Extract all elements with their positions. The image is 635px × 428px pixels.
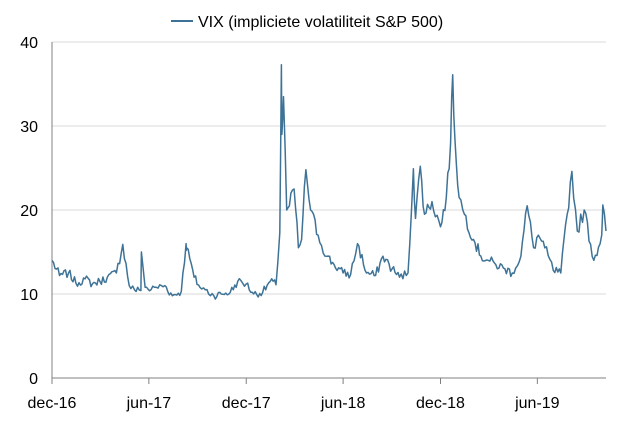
x-tick-label: jun-19 (514, 395, 560, 412)
x-axis: dec-16 jun-17 dec-17 jun-18 dec-18 jun-19 (28, 42, 606, 412)
x-tick-label: jun-18 (320, 395, 366, 412)
legend: VIX (impliciete volatiliteit S&P 500) (171, 14, 443, 31)
x-tick-label: dec-16 (28, 395, 77, 412)
y-axis-ticks: 0 10 20 30 40 (20, 35, 38, 388)
x-tick-label: dec-17 (222, 395, 271, 412)
vix-series-line (51, 63, 607, 300)
legend-label: VIX (impliciete volatiliteit S&P 500) (198, 14, 443, 31)
y-tick-label: 30 (20, 119, 38, 136)
y-tick-label: 20 (20, 203, 38, 220)
y-tick-label: 10 (20, 287, 38, 304)
gridlines (52, 41, 606, 295)
x-tick-label: jun-17 (126, 395, 172, 412)
y-tick-label: 0 (29, 371, 38, 388)
y-tick-label: 40 (20, 35, 38, 52)
x-tick-label: dec-18 (416, 395, 465, 412)
series-layer (51, 63, 607, 300)
